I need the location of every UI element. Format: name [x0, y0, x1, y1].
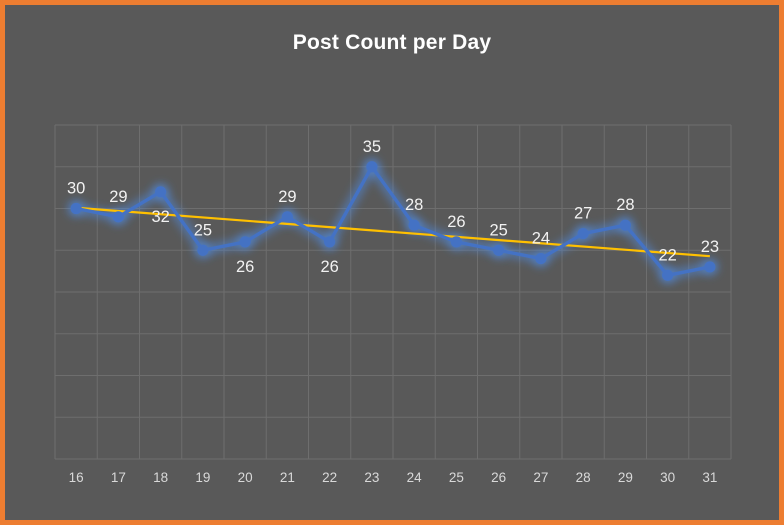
x-axis-label: 26: [491, 470, 506, 485]
series-line: [74, 165, 712, 277]
data-point-marker: [155, 186, 167, 198]
x-axis-label: 31: [702, 470, 717, 485]
data-point-marker: [577, 227, 589, 240]
data-point-marker: [535, 253, 547, 265]
x-axis-label: 19: [195, 470, 210, 485]
data-label: 22: [658, 246, 676, 264]
data-label: 32: [151, 208, 169, 226]
data-point-marker: [70, 202, 82, 215]
x-axis-label: 25: [449, 470, 464, 485]
data-label: 30: [67, 180, 85, 198]
x-axis-label: 21: [280, 470, 295, 485]
trendline: [76, 206, 710, 258]
data-point-marker: [408, 219, 420, 231]
gridlines: [54, 124, 732, 460]
data-point-marker: [493, 244, 505, 256]
data-label: 28: [616, 196, 634, 214]
line-chart-canvas: 30 29 32 25 26 29 26 35 28 26 25 24 27 28 22 23 16 17 18 19…: [54, 124, 732, 485]
data-label: 26: [236, 258, 254, 276]
data-label: 29: [278, 188, 296, 206]
data-label: 27: [574, 205, 592, 223]
data-label: 35: [363, 138, 381, 156]
x-axis-label: 23: [364, 470, 379, 485]
data-label: 29: [109, 188, 127, 206]
data-label: 24: [532, 230, 550, 248]
data-point-marker: [450, 236, 462, 248]
x-axis-label: 20: [238, 470, 253, 485]
data-point-marker: [662, 269, 674, 281]
x-axis-label: 30: [660, 470, 675, 485]
data-label: 28: [405, 196, 423, 214]
x-axis-label: 22: [322, 470, 337, 485]
data-point-marker: [239, 236, 251, 248]
x-axis-label: 29: [618, 470, 633, 485]
data-label: 26: [447, 213, 465, 231]
data-label: 25: [489, 221, 507, 239]
data-point-marker: [704, 261, 716, 273]
data-label: 25: [194, 221, 212, 239]
data-label: 26: [320, 258, 338, 276]
data-label: 23: [701, 238, 719, 256]
x-axis-label: 16: [69, 470, 84, 485]
data-point-marker: [619, 219, 631, 231]
data-point-marker: [366, 161, 378, 173]
x-axis-label: 24: [407, 470, 423, 485]
data-point-marker: [112, 211, 124, 223]
x-axis-label: 27: [533, 470, 548, 485]
chart-title: Post Count per Day: [292, 31, 492, 54]
data-point-marker: [197, 244, 209, 256]
x-axis-label: 28: [576, 470, 591, 485]
data-point-marker: [324, 236, 336, 248]
data-point-marker: [281, 211, 293, 223]
x-axis-label: 17: [111, 470, 126, 485]
x-axis-label: 18: [153, 470, 168, 485]
